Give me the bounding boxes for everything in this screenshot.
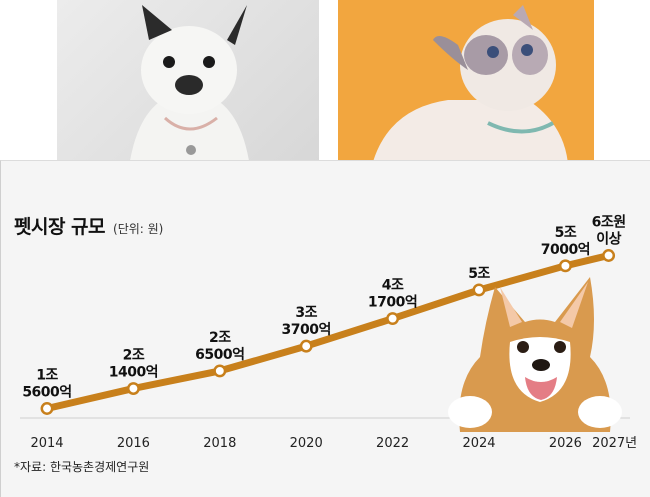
data-point — [472, 283, 486, 297]
data-point — [386, 312, 400, 326]
data-label: 6500억 — [195, 347, 244, 363]
data-label: 5조 — [468, 266, 490, 282]
data-label: 2조 — [209, 330, 231, 346]
x-tick-label: 2026 — [549, 436, 582, 451]
data-label: 1400억 — [109, 365, 158, 381]
x-tick-label: 2022 — [376, 436, 409, 451]
data-label: 이상 — [596, 231, 621, 248]
data-label: 1700억 — [368, 295, 417, 311]
data-point — [558, 259, 572, 273]
data-source: *자료: 한국농촌경제연구원 — [14, 460, 150, 474]
data-point — [602, 249, 616, 262]
data-point — [213, 364, 227, 378]
data-point — [126, 382, 140, 395]
x-tick-label: 2018 — [203, 436, 236, 451]
data-label: 5600억 — [22, 385, 71, 401]
chart-unit: (단위: 원) — [113, 222, 164, 236]
ragdoll-cat-photo — [338, 0, 594, 185]
data-point — [299, 339, 313, 353]
data-label: 4조 — [382, 278, 404, 294]
x-tick-label: 2014 — [30, 436, 63, 451]
data-point — [40, 402, 54, 415]
data-label: 1조 — [36, 368, 58, 384]
data-label: 5조 — [555, 225, 577, 241]
x-tick-label: 2027년 — [592, 436, 637, 451]
series-line — [43, 252, 613, 412]
x-tick-label: 2016 — [117, 436, 150, 451]
data-label: 2조 — [123, 348, 145, 364]
x-tick-label: 2024 — [462, 436, 495, 451]
data-label: 6조원 — [592, 215, 626, 231]
data-label: 7000억 — [541, 242, 590, 258]
chart-header: 펫시장 규모 (단위: 원) — [14, 212, 163, 239]
data-label: 3조 — [295, 305, 317, 321]
chart-title: 펫시장 규모 — [14, 216, 106, 238]
x-tick-label: 2020 — [290, 436, 323, 451]
corgi-photo — [440, 262, 630, 432]
data-label: 3700억 — [282, 322, 331, 338]
